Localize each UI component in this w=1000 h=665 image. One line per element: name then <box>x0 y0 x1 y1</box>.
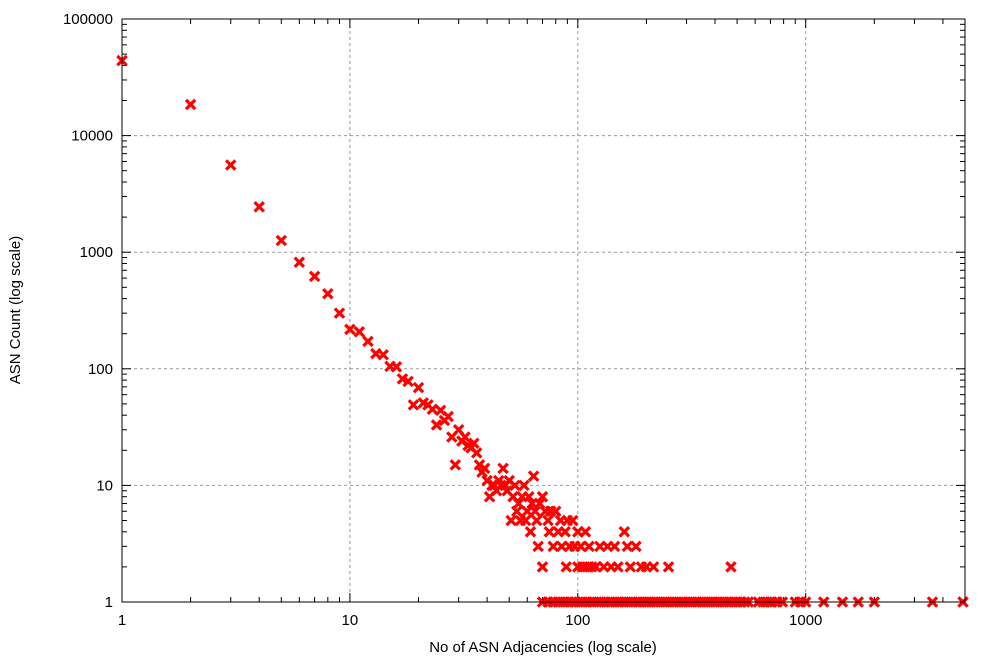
data-point <box>560 561 573 573</box>
data-point <box>362 335 374 348</box>
data-point <box>543 526 556 538</box>
data-point <box>521 505 534 518</box>
data-point <box>518 479 530 492</box>
y-tick-label: 100000 <box>63 11 113 28</box>
data-point <box>353 325 366 338</box>
data-point <box>523 490 535 503</box>
data-point <box>647 561 660 573</box>
y-tick-label: 100 <box>88 361 113 378</box>
data-point <box>224 159 237 171</box>
data-point <box>524 526 537 538</box>
tick-labels: 1 10 100 1000 1 10 100 1000 10000 100000 <box>63 11 822 629</box>
data-point <box>547 540 559 553</box>
grid-lines <box>122 19 965 602</box>
data-points <box>116 54 969 608</box>
data-point <box>322 288 334 300</box>
data-point <box>390 361 403 373</box>
data-point <box>725 561 737 573</box>
data-point <box>630 540 642 553</box>
plot-frame <box>121 18 966 603</box>
data-point <box>662 561 675 573</box>
data-point <box>594 540 606 553</box>
data-point <box>574 540 587 553</box>
data-point <box>449 459 462 471</box>
axis-ticks <box>121 18 966 603</box>
x-axis-label: No of ASN Adjacencies (log scale) <box>429 639 657 656</box>
data-point <box>530 514 543 527</box>
data-point <box>470 447 483 459</box>
data-point <box>459 431 471 443</box>
data-point <box>519 514 532 527</box>
data-point <box>511 505 523 518</box>
data-point <box>505 514 517 527</box>
data-point <box>549 505 562 518</box>
data-point <box>407 399 420 411</box>
y-tick-label: 1 <box>105 594 113 611</box>
data-point <box>253 201 265 213</box>
data-point <box>579 526 592 538</box>
data-point <box>529 505 541 518</box>
data-point <box>275 234 288 247</box>
data-point <box>566 514 579 527</box>
data-point <box>552 526 564 538</box>
data-point <box>590 561 602 573</box>
data-point <box>542 514 554 527</box>
data-point <box>624 561 637 573</box>
data-point <box>402 375 414 388</box>
data-point <box>446 431 458 443</box>
data-point <box>621 540 634 553</box>
data-point <box>333 307 346 319</box>
y-axis-label: ASN Count (log scale) <box>7 236 24 384</box>
data-point <box>468 437 480 449</box>
data-point <box>598 561 610 573</box>
y-tick-label: 10 <box>96 477 113 494</box>
data-point <box>527 470 540 482</box>
data-point <box>601 540 614 553</box>
data-point <box>526 497 538 510</box>
data-point <box>612 561 624 573</box>
x-tick-label: 1 <box>118 612 126 629</box>
data-point <box>618 526 631 538</box>
x-tick-label: 100 <box>565 612 590 629</box>
data-point <box>512 497 525 510</box>
data-point <box>583 540 595 553</box>
data-point <box>555 540 568 553</box>
data-point <box>608 540 621 553</box>
data-point <box>412 381 425 394</box>
data-point <box>536 490 549 503</box>
x-tick-label: 1000 <box>789 612 822 629</box>
data-point <box>536 561 549 573</box>
y-tick-label: 10000 <box>71 128 113 145</box>
data-point <box>426 403 439 415</box>
data-point <box>532 540 544 553</box>
data-point <box>430 419 443 431</box>
data-point <box>442 410 454 423</box>
data-point <box>572 526 584 538</box>
y-tick-label: 1000 <box>80 244 113 261</box>
data-point <box>293 256 306 269</box>
data-point <box>344 323 356 336</box>
data-point <box>497 462 509 475</box>
data-point <box>509 479 521 492</box>
data-point <box>478 462 491 475</box>
data-point <box>559 526 571 538</box>
data-point <box>308 270 321 283</box>
data-point <box>640 561 653 573</box>
x-tick-label: 10 <box>342 612 359 629</box>
data-point <box>377 348 389 361</box>
data-point <box>184 98 197 111</box>
